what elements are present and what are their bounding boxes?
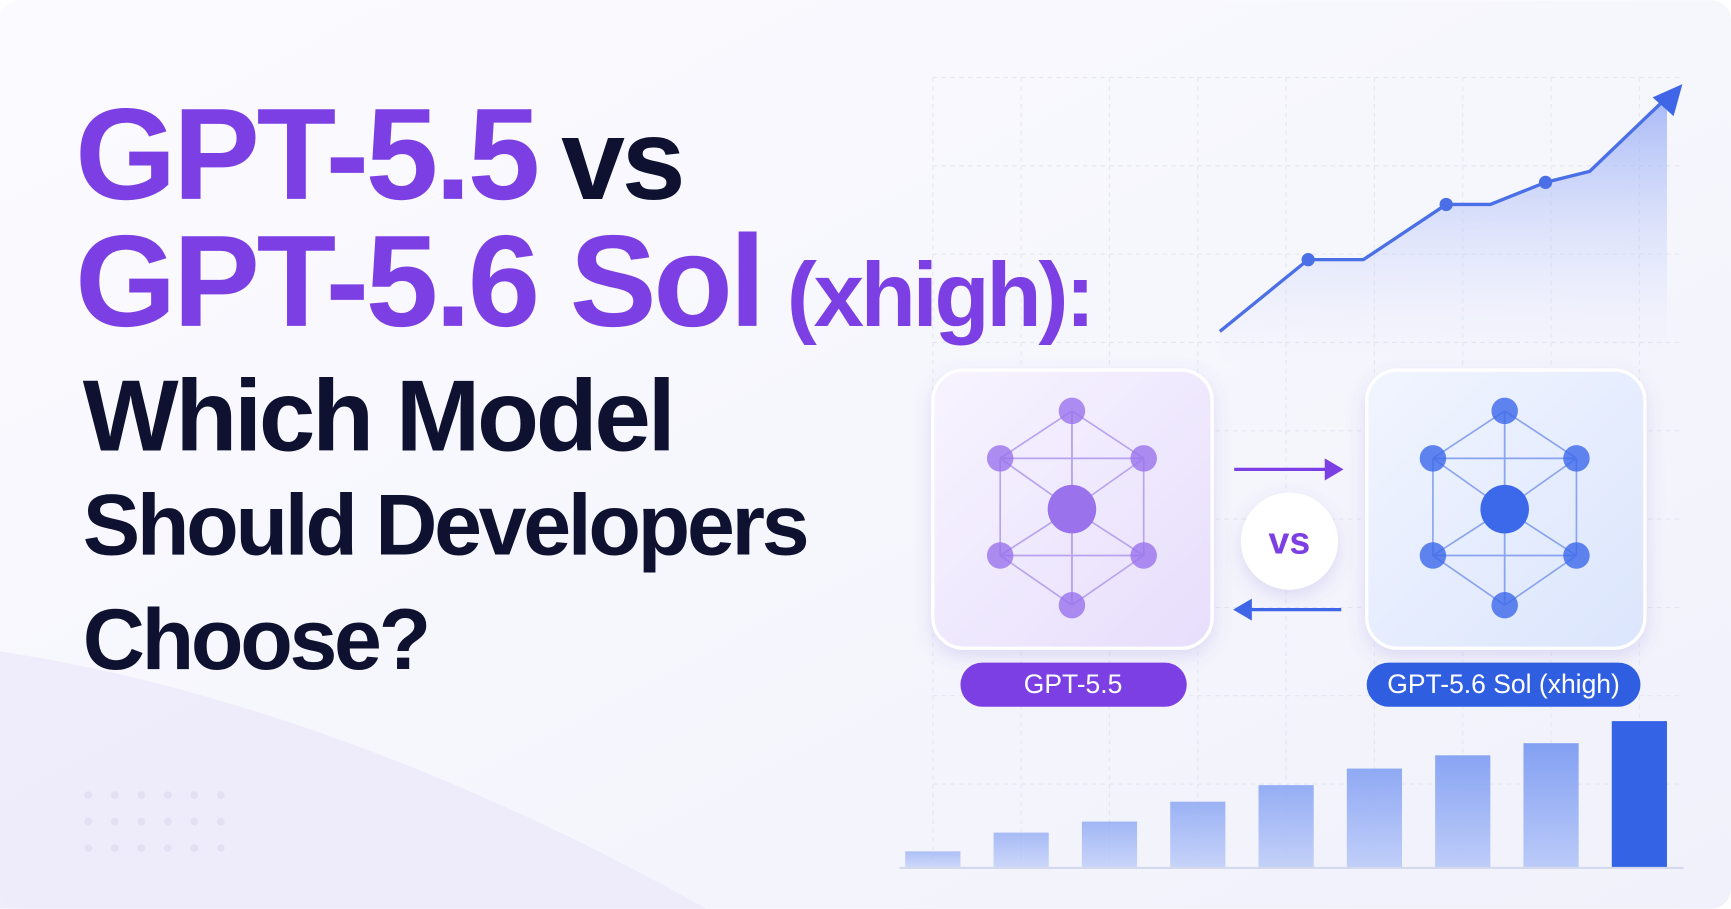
network-edge bbox=[1504, 410, 1577, 460]
arrow-left-head bbox=[1233, 598, 1252, 621]
title-line-3: Which Model bbox=[83, 359, 673, 473]
network-node bbox=[1563, 542, 1590, 569]
title-line-1: GPT-5.5 vs bbox=[75, 81, 682, 227]
network-edge bbox=[1504, 554, 1577, 606]
network-core bbox=[1480, 484, 1529, 534]
trend-point bbox=[1538, 175, 1553, 189]
title-highlight: GPT-5.5 bbox=[75, 81, 537, 227]
vs-text: vs bbox=[1269, 519, 1311, 561]
dot bbox=[110, 844, 119, 852]
bar-shape bbox=[905, 851, 961, 868]
trend-points bbox=[1301, 175, 1553, 267]
vs-badge bbox=[1240, 492, 1338, 590]
bar-shape bbox=[1523, 743, 1579, 868]
dot bbox=[190, 844, 199, 852]
trend-area bbox=[1219, 99, 1667, 365]
network-core bbox=[1047, 484, 1097, 534]
network-edge bbox=[1071, 554, 1145, 606]
dot bbox=[137, 817, 146, 826]
bar-shape bbox=[1081, 821, 1138, 868]
title-line-5: Choose? bbox=[83, 592, 428, 688]
dot bbox=[190, 791, 199, 799]
dot bbox=[163, 817, 172, 826]
network-node bbox=[1419, 445, 1447, 472]
network-icon-right bbox=[1419, 397, 1590, 619]
network-node bbox=[1419, 542, 1447, 569]
dot bbox=[190, 817, 199, 826]
trend-arrow bbox=[1652, 84, 1683, 117]
title-line-2: GPT-5.6 Sol (xhigh): bbox=[75, 208, 1092, 354]
network-edge bbox=[999, 410, 1073, 460]
bar-shape bbox=[1611, 721, 1667, 868]
label-pill-left bbox=[960, 662, 1187, 707]
title-suffix: (xhigh): bbox=[787, 245, 1092, 346]
title-line-4: Should Developers bbox=[83, 477, 807, 573]
network-node bbox=[1058, 397, 1086, 425]
trend-point bbox=[1439, 197, 1453, 212]
right-label: GPT-5.6 Sol (xhigh) bbox=[1387, 669, 1620, 699]
dot bbox=[84, 817, 93, 826]
bar-decoration bbox=[905, 721, 1667, 868]
bar-shape bbox=[1258, 785, 1314, 868]
label-pill-right bbox=[1366, 662, 1641, 707]
network-node bbox=[1058, 591, 1086, 619]
network-edge bbox=[1432, 554, 1506, 606]
dot bbox=[110, 791, 119, 799]
dot bbox=[216, 817, 225, 826]
network-icon-left bbox=[986, 397, 1157, 619]
network-node bbox=[986, 445, 1014, 472]
dot bbox=[137, 844, 146, 852]
network-node bbox=[1563, 445, 1590, 472]
bar-shape bbox=[1170, 801, 1226, 868]
network-node bbox=[1491, 397, 1518, 425]
wave bbox=[0, 651, 707, 909]
network-node bbox=[1130, 445, 1157, 472]
dot bbox=[137, 791, 146, 799]
network-node bbox=[986, 542, 1014, 569]
bar-shape bbox=[1346, 768, 1403, 868]
network-node bbox=[1130, 542, 1157, 569]
arrow-right-head bbox=[1324, 458, 1344, 481]
dot bbox=[163, 844, 172, 852]
network-edge bbox=[1071, 410, 1145, 460]
dot bbox=[110, 817, 119, 826]
network-edge bbox=[1432, 410, 1506, 460]
trend-line bbox=[1218, 96, 1669, 333]
dot bbox=[216, 844, 225, 852]
dot-grid bbox=[84, 791, 225, 852]
dot bbox=[84, 844, 93, 852]
bar-shape bbox=[1435, 755, 1491, 868]
left-label: GPT-5.5 bbox=[1024, 669, 1123, 699]
network-node bbox=[1491, 591, 1518, 619]
dot bbox=[84, 791, 93, 799]
title-text: vs bbox=[561, 96, 682, 224]
dot bbox=[163, 791, 172, 799]
trend-point bbox=[1301, 253, 1315, 267]
network-edge bbox=[999, 554, 1073, 606]
title-highlight: GPT-5.6 Sol bbox=[75, 208, 762, 354]
bar-shape bbox=[993, 832, 1049, 868]
dot bbox=[216, 791, 225, 799]
